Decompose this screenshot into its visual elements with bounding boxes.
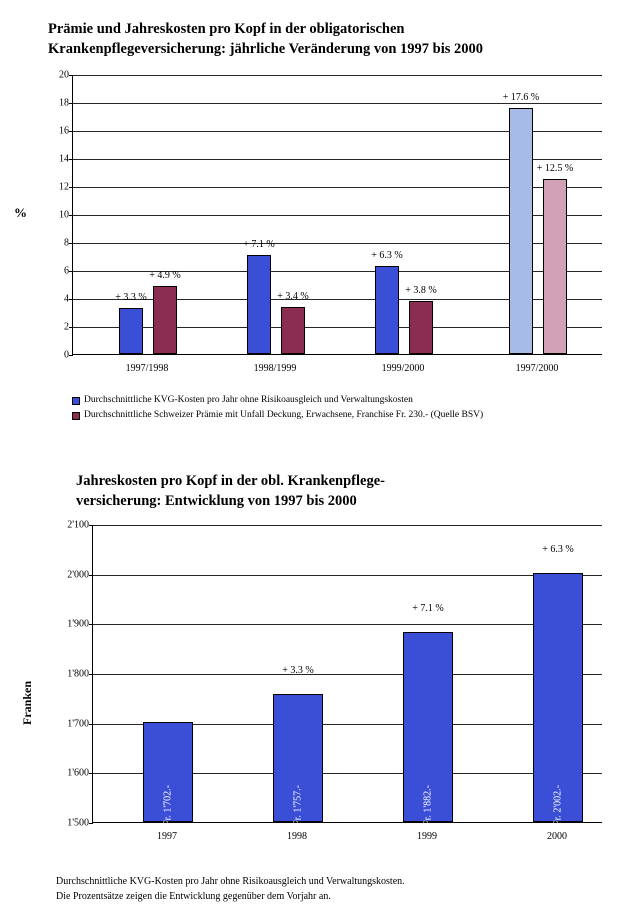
chart1-xtick-label: 1997/2000 [482, 363, 592, 374]
chart2: Jahreskosten pro Kopf in der obl. Kranke… [48, 472, 610, 845]
chart2-ytick-label: 2'100 [53, 520, 89, 531]
page: Prämie und Jahreskosten pro Kopf in der … [0, 0, 630, 918]
chart1-ytick-label: 18 [51, 98, 69, 109]
chart1-bar-label: + 3.3 % [115, 292, 146, 303]
chart1-bar [509, 108, 533, 354]
chart1-bar-label: + 7.1 % [243, 239, 274, 250]
chart1-ytick-label: 14 [51, 154, 69, 165]
chart2-bar: Fr. 1'702.- [143, 722, 193, 822]
legend-label-2: Durchschnittliche Schweizer Prämie mit U… [84, 408, 483, 423]
chart1-bar-label: + 12.5 % [537, 163, 573, 174]
chart1-ytick-label: 4 [51, 294, 69, 305]
chart2-xtick-label: 2000 [507, 831, 607, 842]
chart1-ytick-label: 2 [51, 322, 69, 333]
chart1-ytick-label: 6 [51, 266, 69, 277]
chart1-bar [281, 307, 305, 355]
chart1-bar-label: + 6.3 % [371, 250, 402, 261]
chart2-caption-line1: Durchschnittliche KVG-Kosten pro Jahr oh… [56, 876, 405, 887]
chart1-xtick-label: 1997/1998 [92, 363, 202, 374]
chart2-title-line2: versicherung: Entwicklung von 1997 bis 2… [76, 493, 357, 509]
chart2-title-line1: Jahreskosten pro Kopf in der obl. Kranke… [76, 473, 385, 489]
chart2-yaxis-label: Franken [20, 681, 35, 725]
chart2-pct-label: + 7.1 % [412, 603, 443, 614]
chart1-bar-label: + 3.4 % [277, 291, 308, 302]
chart1-bar-label: + 3.8 % [405, 285, 436, 296]
chart2-plot: 1'5001'6001'7001'8001'9002'0002'100Fr. 1… [92, 525, 602, 823]
chart2-bar: Fr. 1'882.- [403, 632, 453, 822]
chart2-caption-line2: Die Prozentsätze zeigen die Entwicklung … [56, 891, 331, 902]
chart1-plot-area: % 02468101214161820+ 3.3 %+ 4.9 %+ 7.1 %… [48, 75, 610, 375]
chart2-bar-value-label: Fr. 1'702.- [163, 785, 174, 826]
chart2-bar-value-label: Fr. 1'882.- [423, 785, 434, 826]
chart2-xtick-label: 1997 [117, 831, 217, 842]
legend-label-1: Durchschnittliche KVG-Kosten pro Jahr oh… [84, 393, 413, 408]
chart1-title: Prämie und Jahreskosten pro Kopf in der … [48, 20, 610, 59]
legend-row-2: Durchschnittliche Schweizer Prämie mit U… [72, 408, 483, 423]
chart1-ytick-label: 20 [51, 70, 69, 81]
chart2-ytick-label: 1'900 [53, 619, 89, 630]
chart1: Prämie und Jahreskosten pro Kopf in der … [48, 20, 610, 375]
chart1-plot: 02468101214161820+ 3.3 %+ 4.9 %+ 7.1 %+ … [72, 75, 602, 355]
chart2-pct-label: + 6.3 % [542, 544, 573, 555]
chart1-legend: Durchschnittliche KVG-Kosten pro Jahr oh… [72, 393, 483, 423]
chart1-bar [247, 255, 271, 354]
legend-swatch-2 [72, 412, 80, 420]
chart2-bar-value-label: Fr. 1'757.- [293, 785, 304, 826]
chart2-ytick-label: 1'600 [53, 768, 89, 779]
chart1-ytick-label: 16 [51, 126, 69, 137]
chart2-ytick-label: 1'500 [53, 818, 89, 829]
chart1-bar [119, 308, 143, 354]
chart2-ytick-label: 1'700 [53, 718, 89, 729]
chart2-bar: Fr. 2'002.- [533, 573, 583, 822]
chart2-xtick-label: 1998 [247, 831, 347, 842]
chart1-ytick-label: 10 [51, 210, 69, 221]
chart1-ytick-label: 12 [51, 182, 69, 193]
chart1-ytick-label: 8 [51, 238, 69, 249]
chart1-title-line1: Prämie und Jahreskosten pro Kopf in der … [48, 21, 405, 37]
chart1-bar [153, 286, 177, 355]
chart2-bar: Fr. 1'757.- [273, 694, 323, 822]
chart1-bar [543, 179, 567, 354]
chart2-ytick-label: 2'000 [53, 569, 89, 580]
chart1-yaxis-label: % [14, 205, 27, 221]
chart1-bar-label: + 4.9 % [149, 270, 180, 281]
legend-row-1: Durchschnittliche KVG-Kosten pro Jahr oh… [72, 393, 483, 408]
chart2-ytick-label: 1'800 [53, 669, 89, 680]
chart1-bar-label: + 17.6 % [503, 92, 539, 103]
chart1-bar [375, 266, 399, 354]
chart1-xtick-label: 1999/2000 [348, 363, 458, 374]
chart2-bar-value-label: Fr. 2'002.- [553, 785, 564, 826]
legend-swatch-1 [72, 397, 80, 405]
chart2-caption: Durchschnittliche KVG-Kosten pro Jahr oh… [56, 875, 405, 904]
chart1-bar [409, 301, 433, 354]
chart2-plot-area: Franken 1'5001'6001'7001'8001'9002'0002'… [48, 525, 610, 845]
chart1-ytick-label: 0 [51, 350, 69, 361]
chart2-xtick-label: 1999 [377, 831, 477, 842]
chart1-title-line2: Krankenpflegeversicherung: jährliche Ver… [48, 41, 483, 57]
chart2-pct-label: + 3.3 % [282, 665, 313, 676]
chart1-xtick-label: 1998/1999 [220, 363, 330, 374]
chart2-title: Jahreskosten pro Kopf in der obl. Kranke… [76, 472, 610, 511]
